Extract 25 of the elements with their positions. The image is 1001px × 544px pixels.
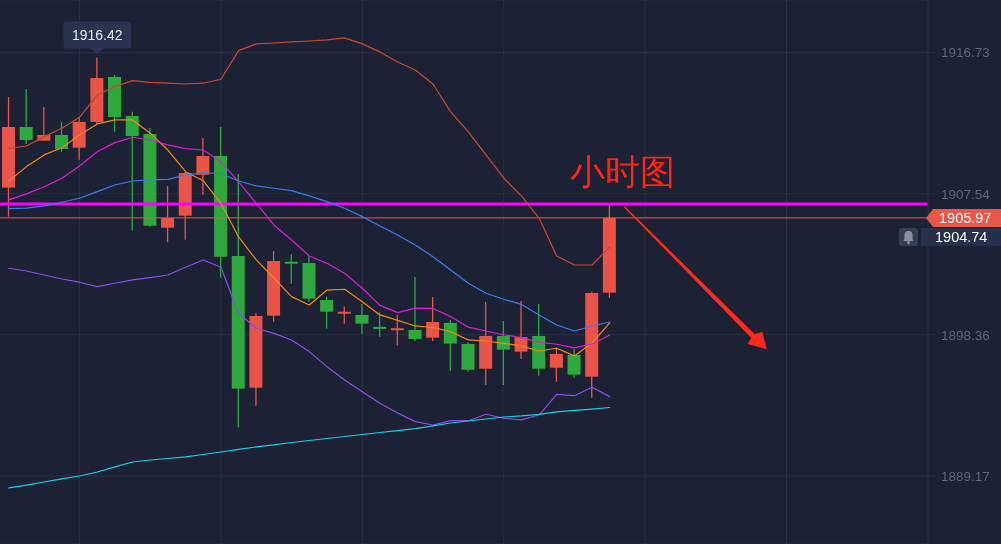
- candlestick: [196, 137, 210, 196]
- candlestick: [19, 88, 33, 145]
- y-tick-label: 1889.17: [941, 468, 990, 484]
- candlestick: [125, 110, 139, 232]
- candlestick: [408, 276, 422, 342]
- ref-line-label: 1905.97: [939, 209, 992, 226]
- candlestick: [496, 320, 510, 386]
- text: 1904.74: [935, 228, 988, 245]
- candlestick: [284, 253, 298, 285]
- candlestick: [355, 303, 369, 335]
- candlestick: [320, 295, 334, 330]
- line-series: [8, 406, 611, 489]
- candlestick: [567, 348, 581, 379]
- candlestick: [390, 314, 404, 347]
- candlestick: [443, 319, 457, 372]
- annotation: 1916.42: [71, 27, 123, 44]
- candlestick: [426, 296, 440, 342]
- candlestick: [549, 346, 563, 383]
- y-tick-label: 1916.73: [941, 45, 990, 61]
- line-series: [8, 259, 611, 426]
- y-tick-label: 1898.36: [941, 327, 990, 343]
- candlestick: [373, 311, 387, 338]
- text: 小时图: [570, 152, 675, 192]
- candlestick: [55, 120, 69, 153]
- y-tick-label: 1907.54: [941, 186, 991, 202]
